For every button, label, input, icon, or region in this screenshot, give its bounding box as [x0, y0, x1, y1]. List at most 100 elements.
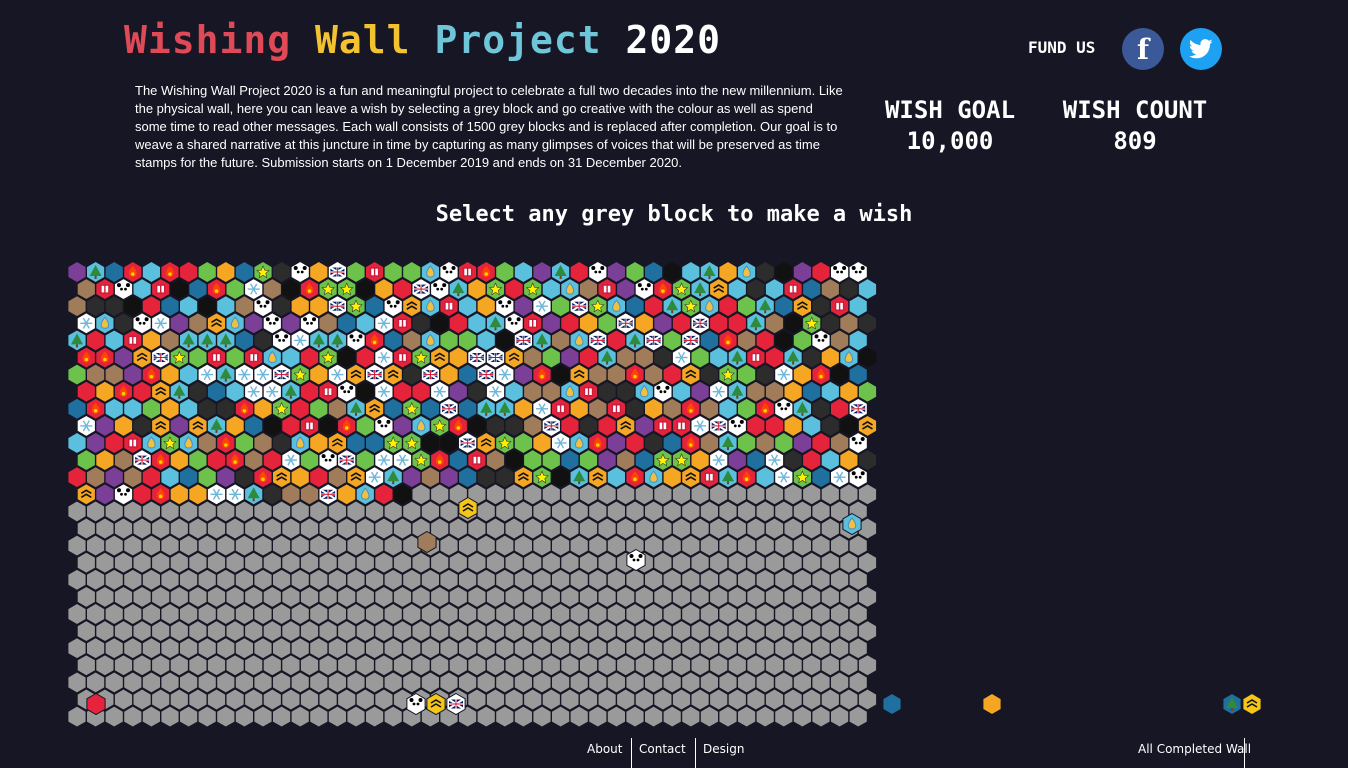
wish-block[interactable] [420, 466, 440, 489]
wish-block[interactable] [309, 397, 329, 420]
wish-block[interactable] [671, 312, 692, 335]
wish-block[interactable] [737, 295, 757, 318]
grey-block[interactable] [355, 620, 375, 643]
grey-block[interactable] [365, 637, 385, 660]
grey-block[interactable] [495, 637, 515, 660]
grey-block[interactable] [830, 637, 850, 660]
grey-block[interactable] [653, 551, 673, 574]
grey-block[interactable] [551, 671, 571, 694]
grey-block[interactable] [848, 602, 868, 626]
wish-block[interactable] [718, 260, 738, 284]
wish-block[interactable] [551, 363, 571, 386]
wish-block[interactable] [541, 380, 561, 403]
grey-block[interactable] [253, 705, 273, 728]
grey-block[interactable] [123, 568, 143, 591]
grey-block[interactable] [513, 671, 533, 694]
grey-block[interactable] [551, 602, 571, 626]
grey-block[interactable] [234, 671, 254, 694]
grey-block[interactable] [485, 654, 506, 677]
wish-block[interactable] [113, 312, 134, 335]
grey-block[interactable] [244, 688, 264, 711]
wish-block[interactable] [355, 414, 375, 437]
grey-block[interactable] [225, 688, 245, 711]
wish-block[interactable] [476, 295, 496, 318]
grey-block[interactable] [532, 534, 552, 557]
wish-block[interactable] [383, 329, 403, 352]
wish-block[interactable] [882, 692, 902, 716]
grey-block[interactable] [681, 534, 701, 557]
grey-block[interactable] [206, 654, 227, 677]
grey-block[interactable] [337, 551, 357, 574]
wish-block[interactable] [755, 466, 775, 489]
grey-block[interactable] [737, 602, 757, 626]
grey-block[interactable] [811, 671, 831, 694]
wish-block[interactable] [179, 363, 199, 386]
grey-block[interactable] [318, 551, 338, 574]
grey-block[interactable] [337, 517, 357, 540]
wish-block[interactable] [244, 414, 264, 437]
grey-block[interactable] [662, 671, 682, 694]
wish-block[interactable] [811, 397, 831, 420]
wish-block[interactable] [802, 346, 822, 369]
grey-block[interactable] [839, 585, 859, 608]
grey-block[interactable] [737, 671, 757, 694]
wish-block[interactable] [383, 260, 403, 284]
wish-block[interactable] [272, 295, 292, 318]
wish-block[interactable] [606, 260, 626, 284]
grey-block[interactable] [569, 534, 589, 557]
grey-block[interactable] [374, 517, 394, 540]
grey-block[interactable] [727, 620, 747, 643]
grey-block[interactable] [179, 671, 199, 694]
grey-block[interactable] [327, 602, 347, 626]
grey-block[interactable] [783, 654, 803, 677]
grey-block[interactable] [662, 500, 682, 523]
grey-block[interactable] [644, 568, 664, 591]
grey-block[interactable] [523, 620, 543, 643]
wish-block[interactable] [737, 431, 757, 455]
wish-block[interactable] [513, 363, 533, 386]
grey-block[interactable] [746, 688, 766, 711]
wish-block[interactable] [857, 278, 878, 301]
wish-block[interactable] [262, 449, 282, 472]
grey-block[interactable] [411, 585, 431, 608]
grey-block[interactable] [727, 517, 747, 540]
wish-block[interactable] [783, 414, 803, 437]
grey-block[interactable] [597, 483, 617, 506]
grey-block[interactable] [327, 500, 347, 523]
grey-block[interactable] [402, 602, 422, 626]
wish-block[interactable] [588, 397, 608, 420]
wish-block[interactable] [439, 466, 459, 489]
grey-block[interactable] [439, 671, 459, 694]
grey-block[interactable] [225, 654, 245, 677]
grey-block[interactable] [216, 671, 236, 694]
grey-block[interactable] [597, 585, 617, 608]
grey-block[interactable] [318, 517, 338, 540]
grey-block[interactable] [76, 654, 96, 677]
wish-block[interactable] [727, 449, 747, 472]
grey-block[interactable] [774, 602, 794, 626]
grey-block[interactable] [783, 517, 803, 540]
grey-block[interactable] [420, 637, 440, 660]
wish-block[interactable] [746, 449, 766, 472]
wish-block[interactable] [982, 692, 1002, 716]
wish-block[interactable] [588, 363, 608, 386]
grey-block[interactable] [383, 602, 403, 626]
grey-block[interactable] [281, 620, 301, 643]
grey-block[interactable] [179, 637, 199, 660]
wish-block[interactable] [95, 414, 115, 437]
grey-block[interactable] [86, 534, 106, 557]
wish-block[interactable] [560, 414, 580, 437]
wish-block[interactable] [792, 329, 812, 352]
grey-block[interactable] [476, 671, 496, 694]
wish-block[interactable] [541, 449, 561, 472]
grey-block[interactable] [272, 500, 292, 523]
grey-block[interactable] [681, 568, 701, 591]
wish-block[interactable] [132, 278, 152, 301]
grey-block[interactable] [662, 637, 682, 660]
grey-block[interactable] [467, 654, 487, 677]
grey-block[interactable] [699, 705, 719, 728]
wish-block[interactable] [86, 431, 106, 455]
grey-block[interactable] [551, 637, 571, 660]
grey-block[interactable] [523, 654, 543, 677]
wish-block[interactable] [783, 312, 803, 335]
